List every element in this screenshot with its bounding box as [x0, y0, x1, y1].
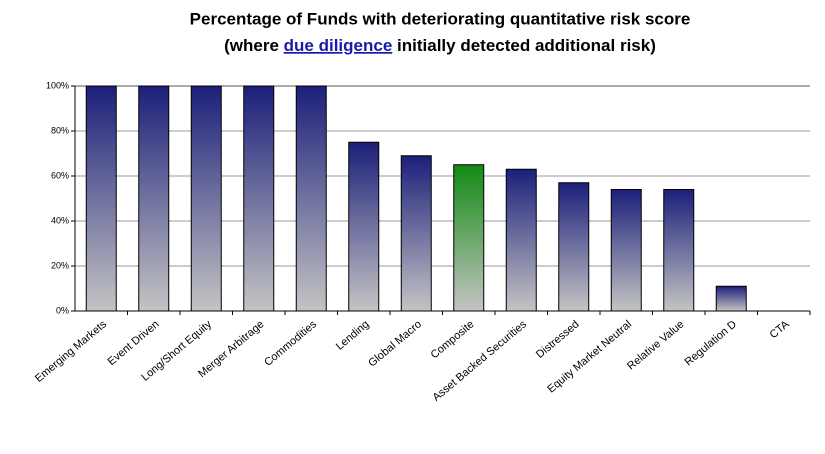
x-tick-label: Global Macro — [366, 318, 424, 369]
x-tick-label: CTA — [768, 318, 792, 341]
y-tick-label: 100% — [46, 80, 69, 90]
bar — [715, 285, 747, 312]
subtitle-link: due diligence — [284, 36, 393, 55]
x-tick-label: Composite — [429, 318, 477, 361]
y-tick-label: 60% — [51, 170, 69, 180]
x-tick-label: Emerging Markets — [33, 318, 109, 385]
bar — [243, 85, 275, 312]
bar — [400, 155, 432, 312]
bar — [663, 189, 695, 312]
subtitle-part: initially detected additional risk) — [397, 36, 656, 55]
bar — [85, 85, 117, 312]
x-tick-label: Lending — [334, 318, 372, 352]
bar — [505, 168, 537, 312]
bar — [348, 141, 380, 312]
y-tick-label: 40% — [51, 215, 69, 225]
bar — [453, 164, 485, 312]
x-tick-label: Event Driven — [106, 318, 162, 368]
bar — [138, 85, 170, 312]
bar — [190, 85, 222, 312]
subtitle-part: (where — [224, 36, 279, 55]
bar — [295, 85, 327, 312]
chart-subtitle: (where due diligence initially detected … — [224, 36, 656, 55]
y-tick-label: 0% — [56, 305, 69, 315]
x-tick-label: Commodities — [262, 318, 319, 369]
bar — [610, 189, 642, 312]
bar — [558, 182, 590, 312]
x-tick-label: Relative Value — [625, 318, 686, 372]
x-tick-label: Distressed — [534, 318, 582, 361]
chart-title: Percentage of Funds with deteriorating q… — [190, 9, 691, 28]
y-tick-label: 20% — [51, 260, 69, 270]
y-tick-label: 80% — [51, 125, 69, 135]
x-tick-label: Asset Backed Securities — [430, 318, 529, 404]
x-tick-label: Regulation D — [683, 318, 739, 368]
